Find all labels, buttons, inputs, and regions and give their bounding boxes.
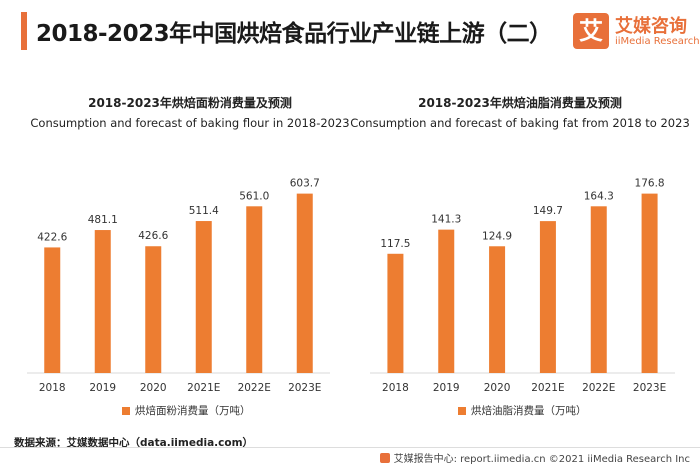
data-label-2019: 141.3 xyxy=(431,214,461,226)
legend-fat: 烘焙油脂消费量（万吨） xyxy=(458,403,587,418)
bar-2022E xyxy=(246,206,263,373)
footer-divider xyxy=(0,447,700,448)
chart-subtitle-flour: Consumption and forecast of baking flour… xyxy=(30,116,350,130)
footer-text: 艾媒报告中心: report.iimedia.cn ©2021 iiMedia … xyxy=(393,454,690,465)
data-label-2023E: 176.8 xyxy=(635,178,665,190)
bar-2019 xyxy=(94,230,111,373)
bar-2022E xyxy=(590,206,607,373)
flour-bar-chart: 422.6 2018 481.1 2019 426.6 2020 511.4 2021E 561… xyxy=(27,178,330,394)
chart-title-flour: 2018-2023年烘焙面粉消费量及预测 xyxy=(88,96,292,110)
x-tick-2018: 2018 xyxy=(382,382,409,394)
legend-swatch-flour xyxy=(122,406,130,415)
x-tick-2021E: 2021E xyxy=(531,382,564,394)
bar-2018 xyxy=(387,253,404,373)
legend-swatch-fat xyxy=(458,406,466,415)
bar-2021E xyxy=(195,221,212,373)
bar-2020 xyxy=(145,246,162,373)
x-tick-2018: 2018 xyxy=(39,382,66,394)
x-tick-2019: 2019 xyxy=(433,382,460,394)
footer: 艾媒报告中心: report.iimedia.cn ©2021 iiMedia … xyxy=(379,450,690,465)
title-accent-bar xyxy=(21,12,27,50)
fat-bar-chart: 117.5 2018 141.3 2019 124.9 2020 149.7 2021E 164… xyxy=(370,178,675,394)
chart-subtitle-fat: Consumption and forecast of baking fat f… xyxy=(350,116,690,130)
data-source: 数据来源：艾媒数据中心（data.iimedia.com） xyxy=(14,437,254,449)
data-label-2022E: 164.3 xyxy=(584,190,614,202)
data-label-2018: 422.6 xyxy=(37,231,67,243)
data-label-2021E: 149.7 xyxy=(533,205,563,217)
page-title: 2018-2023年中国烘焙食品行业产业链上游（二） xyxy=(36,21,552,47)
x-tick-2022E: 2022E xyxy=(582,382,615,394)
legend-label-flour: 烘焙面粉消费量（万吨） xyxy=(135,405,251,417)
logo-mark: 艾 xyxy=(573,13,609,49)
x-tick-2020: 2020 xyxy=(484,382,511,394)
brand-logo: 艾 艾媒咨询 iiMedia Research xyxy=(573,11,700,53)
data-label-2020: 426.6 xyxy=(138,230,168,242)
logo-name-en: iiMedia Research xyxy=(615,36,700,47)
data-label-2018: 117.5 xyxy=(380,238,410,250)
bar-2018 xyxy=(44,247,61,373)
legend-label-fat: 烘焙油脂消费量（万吨） xyxy=(471,405,587,417)
legend-flour: 烘焙面粉消费量（万吨） xyxy=(122,403,251,418)
x-tick-2023E: 2023E xyxy=(633,382,666,394)
chart-title-fat: 2018-2023年烘焙油脂消费量及预测 xyxy=(418,96,622,110)
x-tick-2021E: 2021E xyxy=(187,382,220,394)
bar-2023E xyxy=(641,193,658,373)
data-label-2019: 481.1 xyxy=(88,214,118,226)
x-tick-2023E: 2023E xyxy=(288,382,321,394)
data-label-2023E: 603.7 xyxy=(290,178,320,190)
data-label-2021E: 511.4 xyxy=(189,205,219,217)
logo-name-cn: 艾媒咨询 xyxy=(615,16,687,37)
x-tick-2022E: 2022E xyxy=(238,382,271,394)
bar-2020 xyxy=(489,246,506,373)
bar-2021E xyxy=(539,221,556,373)
x-tick-2020: 2020 xyxy=(140,382,167,394)
footer-logo-icon xyxy=(379,452,390,463)
bar-2023E xyxy=(296,193,313,373)
data-label-2022E: 561.0 xyxy=(239,190,269,202)
data-label-2020: 124.9 xyxy=(482,230,512,242)
bar-2019 xyxy=(438,229,455,373)
x-tick-2019: 2019 xyxy=(89,382,116,394)
